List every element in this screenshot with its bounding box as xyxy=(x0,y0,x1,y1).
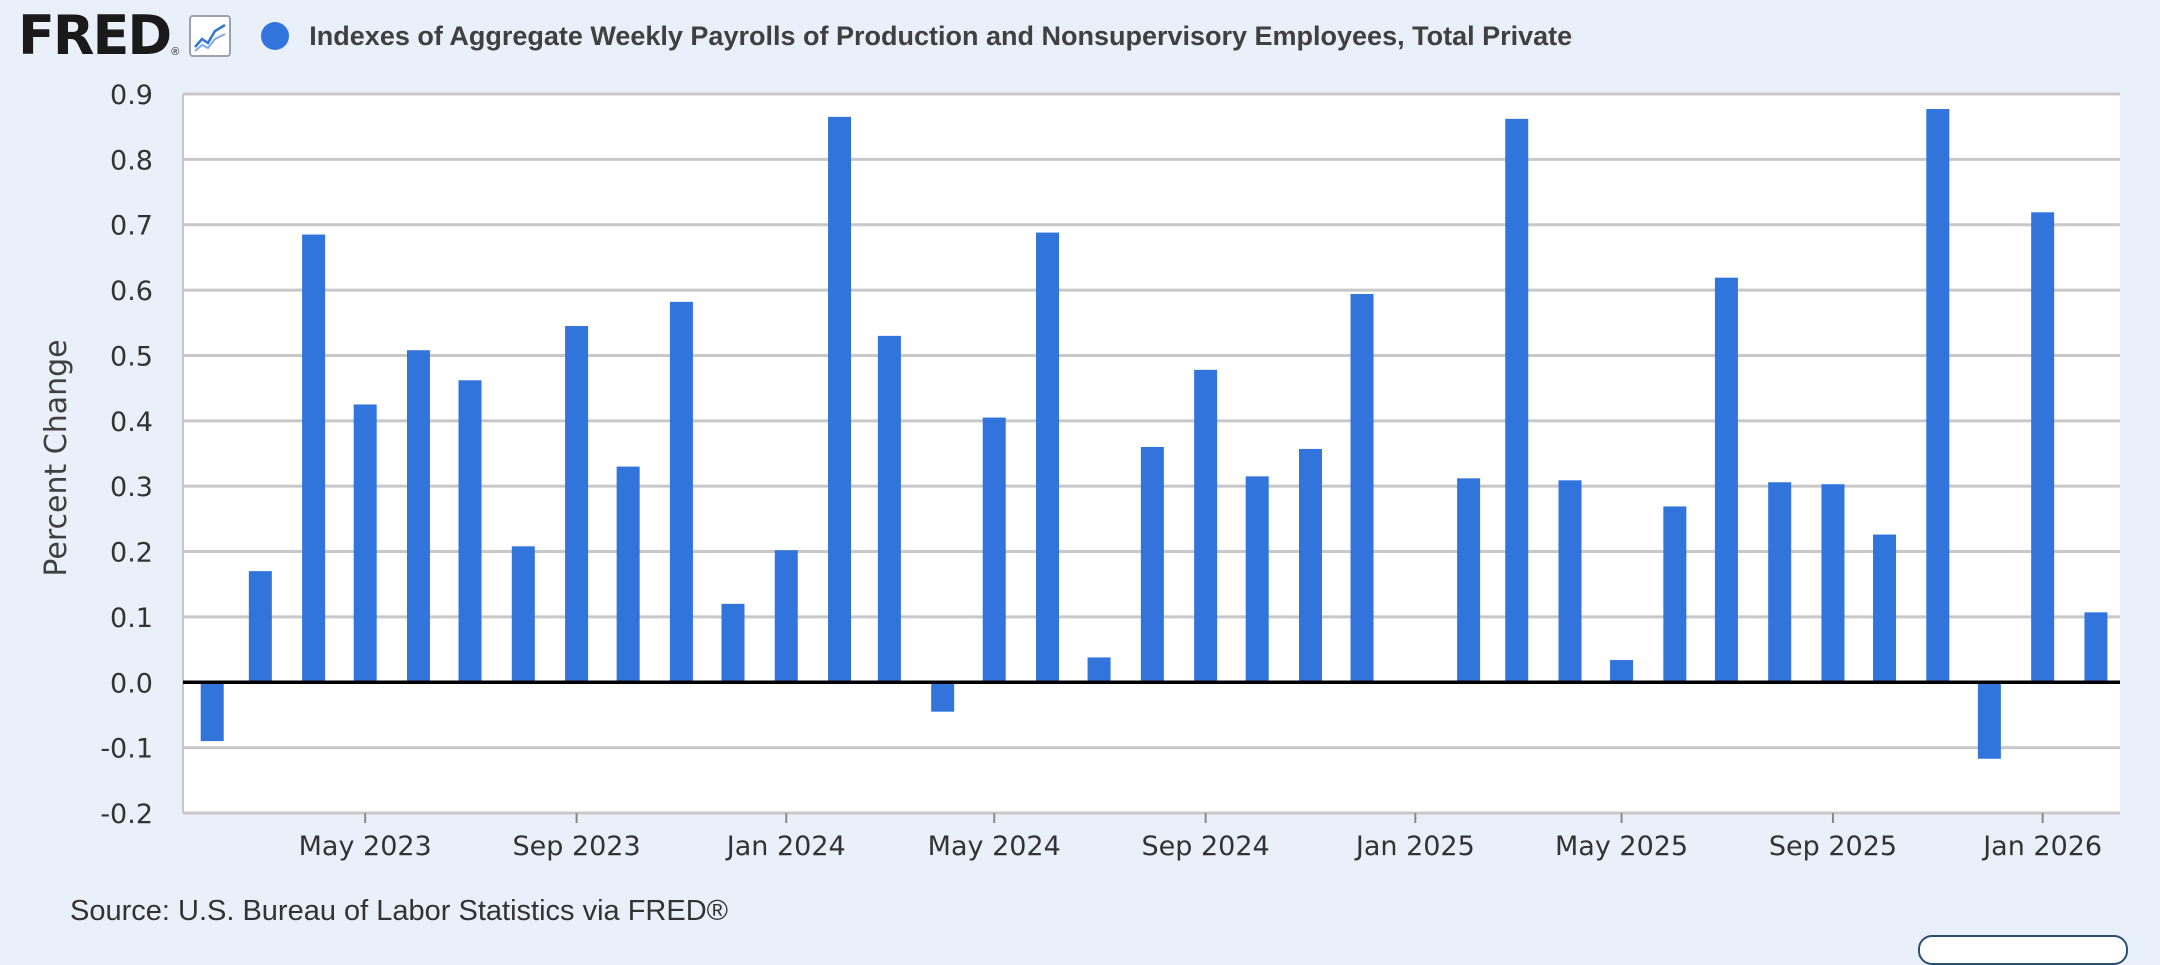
x-tick-label: Sep 2023 xyxy=(512,831,640,862)
x-tick-label: Jan 2026 xyxy=(1981,831,2102,862)
bar xyxy=(2084,612,2108,683)
bar xyxy=(1350,294,1374,683)
source-text: Source: U.S. Bureau of Labor Statistics … xyxy=(70,895,729,927)
y-tick-label: 0.6 xyxy=(110,276,153,307)
x-tick-label: Jan 2025 xyxy=(1354,831,1475,862)
bar xyxy=(1663,506,1687,683)
y-tick-label: 0.5 xyxy=(110,341,153,372)
y-tick-label: 0.0 xyxy=(110,668,153,699)
bar xyxy=(616,466,640,683)
bar xyxy=(1768,482,1792,683)
bar xyxy=(511,546,535,683)
y-tick-label: 0.2 xyxy=(110,538,153,569)
x-tick-label: May 2023 xyxy=(299,831,432,862)
chart-title: Indexes of Aggregate Weekly Payrolls of … xyxy=(309,20,1573,51)
registered-mark: ® xyxy=(171,46,180,58)
bar xyxy=(1036,232,1060,683)
bar xyxy=(982,417,1006,683)
bar xyxy=(406,350,430,683)
bar xyxy=(1714,277,1738,683)
bar xyxy=(877,335,901,683)
bar xyxy=(353,404,377,683)
bar xyxy=(565,326,589,683)
bar xyxy=(1298,448,1322,683)
bar xyxy=(1977,682,2001,759)
line-chart-icon[interactable] xyxy=(189,15,232,57)
bar xyxy=(200,682,224,742)
y-tick-label: 0.7 xyxy=(110,211,153,242)
legend-marker xyxy=(261,22,290,50)
y-tick-label: 0.1 xyxy=(110,603,153,634)
bar xyxy=(721,603,745,683)
x-tick-label: Sep 2024 xyxy=(1142,831,1270,862)
y-tick-label: -0.2 xyxy=(100,799,153,830)
bar xyxy=(1194,369,1218,683)
bar xyxy=(1821,484,1845,683)
bar xyxy=(828,116,852,683)
fred-logo[interactable]: FRED xyxy=(18,4,172,67)
bar xyxy=(1140,446,1164,683)
bar xyxy=(1245,476,1269,683)
x-tick-label: May 2024 xyxy=(928,831,1061,862)
bar xyxy=(1457,478,1481,683)
bar-chart: Percent Change -0.2 -0.1 0.0 0.1 0.2 0.3 0.4 0.… xyxy=(39,80,2120,862)
bar xyxy=(2031,212,2055,683)
bar xyxy=(458,380,482,683)
chart-header: FRED ® Indexes of Aggregate Weekly Payro… xyxy=(18,8,1572,64)
bar xyxy=(1505,118,1529,683)
share-button[interactable] xyxy=(1918,935,2128,965)
bar xyxy=(1558,480,1582,683)
y-tick-label: 0.4 xyxy=(110,407,153,438)
bar xyxy=(774,550,798,683)
x-tick-label: May 2025 xyxy=(1555,831,1688,862)
bar xyxy=(931,682,955,712)
y-axis-label: Percent Change xyxy=(39,339,74,576)
x-tick-label: Sep 2025 xyxy=(1769,831,1897,862)
bar xyxy=(669,301,693,683)
bar xyxy=(1087,657,1111,683)
bar xyxy=(248,571,272,683)
x-tick-label: Jan 2024 xyxy=(725,831,846,862)
y-tick-label: 0.3 xyxy=(110,472,153,503)
y-tick-label: 0.8 xyxy=(110,145,153,176)
y-tick-label: 0.9 xyxy=(110,80,153,111)
y-tick-label: -0.1 xyxy=(100,734,153,765)
bar xyxy=(302,234,326,683)
bar xyxy=(1610,660,1634,683)
bar xyxy=(1926,109,1950,683)
bar xyxy=(1873,534,1897,683)
